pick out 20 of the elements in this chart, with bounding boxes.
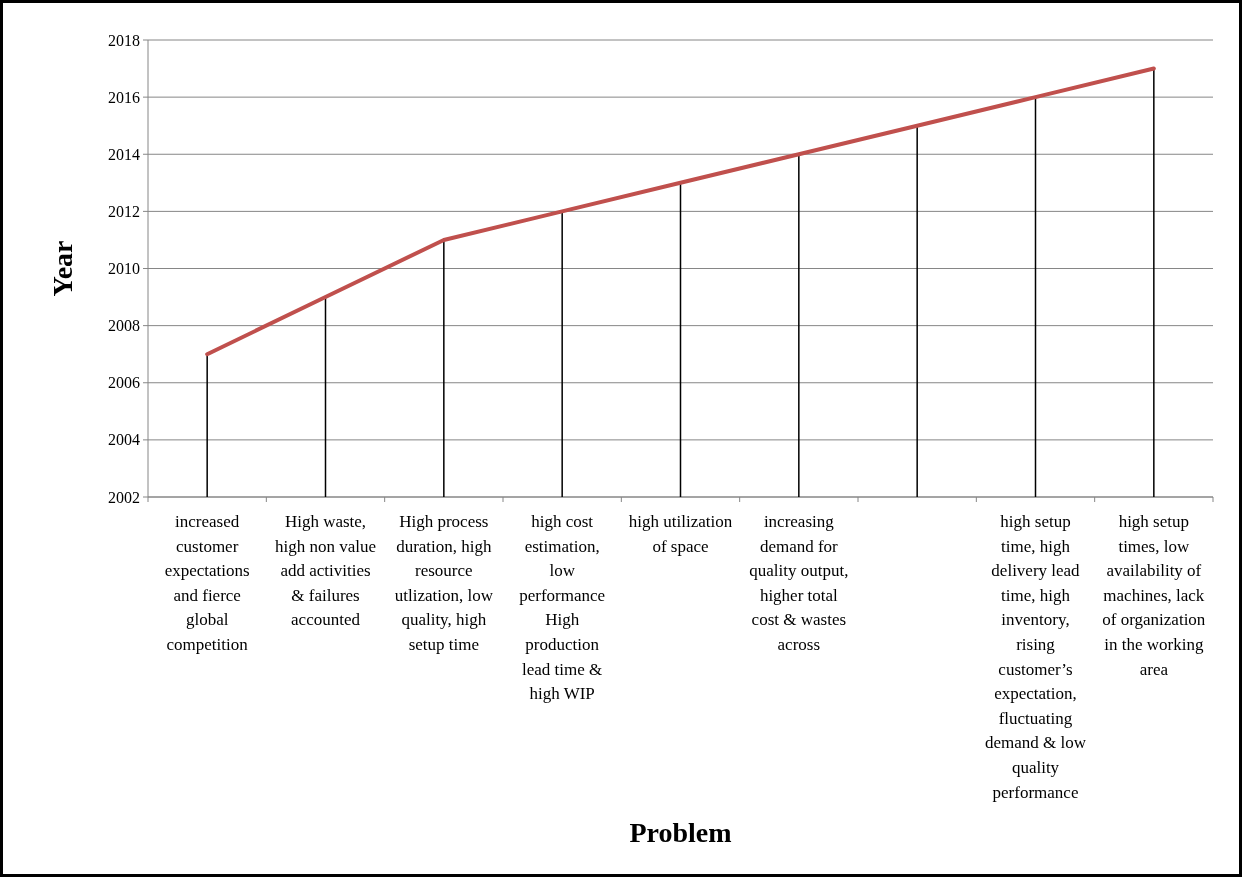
y-tick-label: 2016 xyxy=(108,88,140,106)
y-tick-label: 2006 xyxy=(108,374,140,392)
x-tick-label: high cost estimation, low performance High production lead time & high WIP xyxy=(519,512,606,704)
x-tick-label: high utilization of space xyxy=(628,512,733,556)
x-tick-label: increased customer expectations and fierce global competition xyxy=(164,512,250,654)
y-tick-label: 2008 xyxy=(108,317,140,335)
category-label: high setup time, high delivery lead time, high inventory, rising customer’s expectation, fluctuating demand & low quality performance xyxy=(984,512,1087,802)
y-tick-label: 2010 xyxy=(108,260,140,278)
y-tick-label: 2002 xyxy=(108,488,140,506)
y-tick-label: 2014 xyxy=(108,145,140,163)
y-tick-label: 2012 xyxy=(108,202,140,220)
x-tick-label: increasing demand for quality output, higher total cost & wastes across xyxy=(749,512,849,654)
x-tick-label: High waste, high non value add activities & failures accounted xyxy=(274,512,377,630)
line-series xyxy=(205,66,1156,357)
x-axis-title: Problem xyxy=(629,817,732,848)
x-tick-label: High process duration, high resource utlization, low quality, high setup time xyxy=(394,512,494,654)
y-axis-title: Year xyxy=(47,240,78,297)
y-tick-label: 2018 xyxy=(108,31,140,49)
y-tick-label: 2004 xyxy=(108,431,140,449)
x-tick-label: high setup times, low availability of machines, lack of organization in the working area xyxy=(1102,512,1206,679)
